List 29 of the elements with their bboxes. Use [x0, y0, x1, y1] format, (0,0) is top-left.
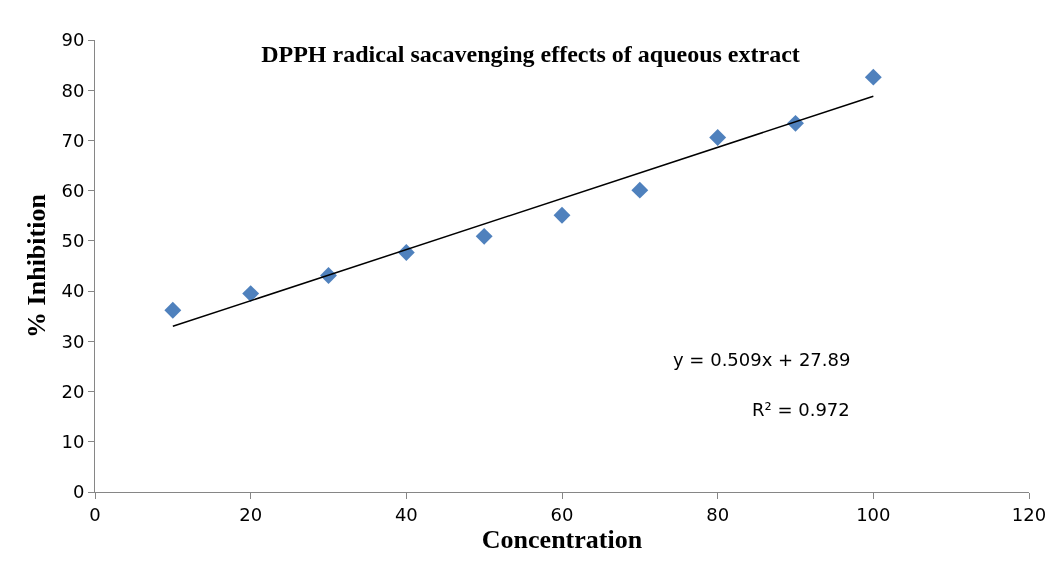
y-tick-label: 60 — [61, 179, 85, 201]
x-tick-label: 20 — [239, 503, 263, 525]
point — [164, 301, 182, 319]
x-tick-label: 100 — [856, 503, 891, 525]
annotation: R² = 0.972 — [752, 399, 850, 420]
chart-title: DPPH radical sacavenging effects of aqueous extract — [261, 41, 800, 68]
y-tick-label: 10 — [61, 431, 85, 453]
annotation: y = 0.509x + 27.89 — [673, 349, 851, 370]
y-tick-label: 30 — [61, 330, 85, 352]
y-tick-label: 50 — [61, 230, 85, 252]
y-tick-label: 40 — [61, 280, 85, 302]
x-tick-label: 40 — [394, 503, 418, 525]
x-tick-label: 60 — [550, 503, 574, 525]
point — [553, 206, 571, 224]
y-tick-label: 70 — [61, 129, 85, 151]
y-tick-label: 0 — [72, 481, 85, 503]
y-tick-label: 90 — [61, 29, 85, 51]
point — [631, 181, 649, 199]
point — [242, 285, 260, 303]
y-tick-label: 80 — [61, 79, 85, 101]
point — [709, 128, 727, 146]
y-tick-label: 20 — [61, 380, 85, 402]
x-tick-label: 120 — [1011, 503, 1047, 525]
x-axis-title: Concentration — [481, 524, 643, 554]
x-tick-label: 80 — [706, 503, 730, 525]
point — [475, 227, 493, 245]
point — [864, 68, 882, 86]
y-axis-title: % Inhibition — [21, 193, 51, 338]
x-tick-label: 0 — [89, 503, 101, 525]
